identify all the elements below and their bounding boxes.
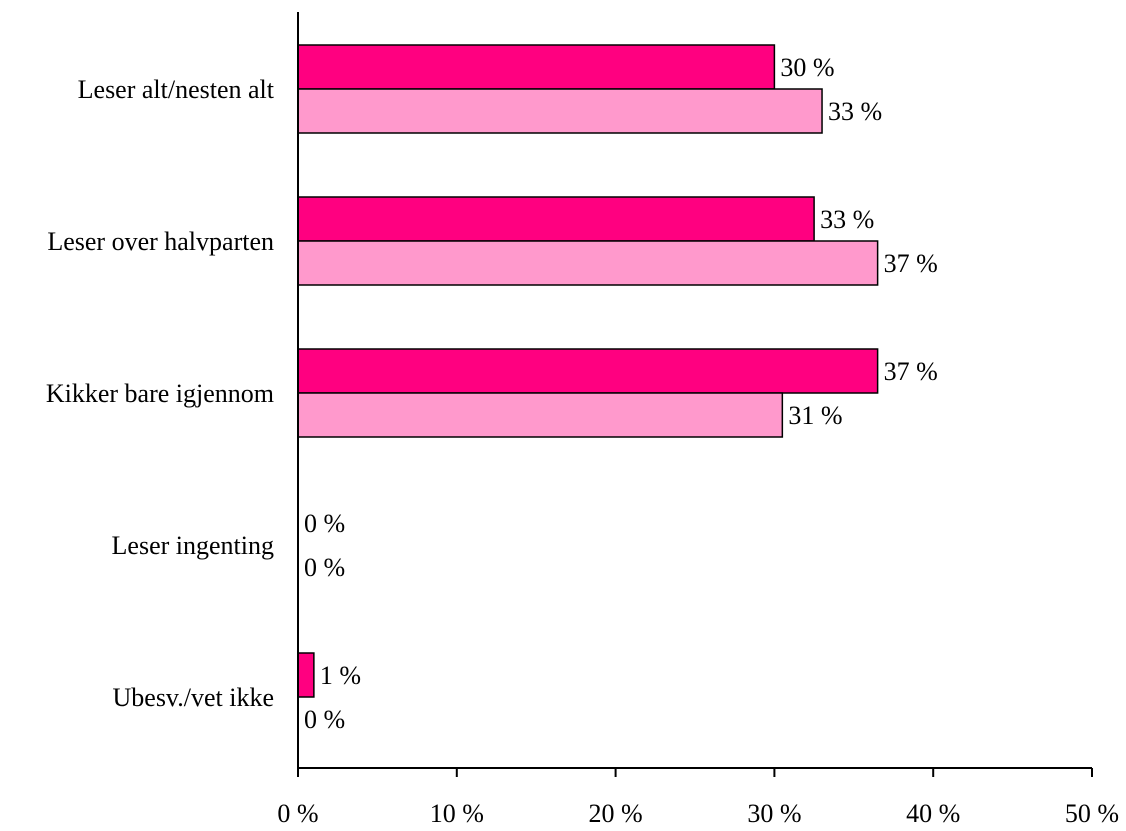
axes-group [297,12,1093,777]
category-label-kikker-bare-igjennom: Kikker bare igjennom [46,379,274,408]
data-label-leser-over-halvparten-series-2: 37 % [884,249,938,278]
bar-leser-over-halvparten-series-2 [297,240,879,286]
data-label-kikker-bare-igjennom-series-1: 37 % [884,357,938,386]
data-label-leser-over-halvparten-series-1: 33 % [820,205,874,234]
data-label-ubesv-vet-ikke-series-2: 0 % [304,705,345,734]
data-label-leser-alt-nesten-alt-series-1: 30 % [780,53,834,82]
category-label-leser-ingenting: Leser ingenting [112,531,274,560]
bar-kikker-bare-igjennom-series-1 [297,348,879,394]
x-tick-label-50: 50 % [1065,799,1119,828]
x-tick-label-0: 0 % [277,799,318,828]
data-label-leser-alt-nesten-alt-series-2: 33 % [828,97,882,126]
labels-group: 30 % 33 % Leser alt/nesten alt 33 % 37 % Lese… [46,53,1119,828]
x-tick-label-20: 20 % [589,799,643,828]
bar-kikker-bare-igjennom-series-2 [297,392,784,438]
category-label-ubesv-vet-ikke: Ubesv./vet ikke [113,683,275,712]
bar-ubesv-vet-ikke-series-1 [297,652,315,698]
bar-leser-alt-nesten-alt-series-2 [297,88,823,134]
data-label-leser-ingenting-series-2: 0 % [304,553,345,582]
x-tick-label-40: 40 % [906,799,960,828]
x-tick-label-30: 30 % [747,799,801,828]
category-label-leser-alt-nesten-alt: Leser alt/nesten alt [78,75,275,104]
bar-leser-over-halvparten-series-1 [297,196,815,242]
data-label-leser-ingenting-series-1: 0 % [304,509,345,538]
data-label-kikker-bare-igjennom-series-2: 31 % [788,401,842,430]
x-tick-label-10: 10 % [430,799,484,828]
category-label-leser-over-halvparten: Leser over halvparten [47,227,274,256]
bar-leser-alt-nesten-alt-series-1 [297,44,776,90]
bars-group [297,44,879,698]
data-label-ubesv-vet-ikke-series-1: 1 % [320,661,361,690]
